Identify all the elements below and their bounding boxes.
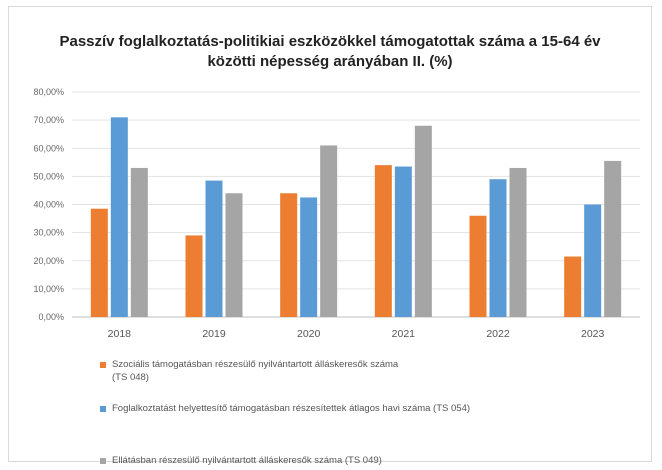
gridlines: [72, 91, 640, 318]
bar: [469, 215, 487, 317]
x-tick-label: 2020: [297, 328, 321, 340]
x-tick-label: 2019: [202, 328, 226, 340]
legend-item: Szociális támogatásban részesülő nyilván…: [100, 358, 398, 384]
legend-swatch: [100, 458, 106, 464]
bar: [564, 256, 582, 317]
y-axis-ticks: 0,00% 10,00% 20,00% 30,00% 40,00% 50,00% 60,00…: [33, 87, 64, 322]
bar: [225, 193, 243, 317]
y-tick-label: 30,00%: [33, 228, 64, 238]
bar: [110, 117, 128, 317]
y-tick-label: 10,00%: [33, 284, 64, 294]
y-tick-label: 50,00%: [33, 171, 64, 181]
y-tick-label: 0,00%: [38, 312, 64, 322]
bar: [205, 180, 223, 317]
bar: [185, 235, 203, 317]
bar: [604, 160, 622, 317]
legend-item: Foglalkoztatást helyettesítő támogatásba…: [100, 402, 470, 415]
chart-title: Passzív foglalkoztatás-politikiai eszköz…: [59, 33, 601, 70]
y-tick-label: 20,00%: [33, 256, 64, 266]
x-tick-label: 2018: [108, 328, 132, 340]
legend-item: Ellátásban részesülő nyilvántartott állá…: [100, 454, 382, 467]
legend-swatch: [100, 406, 106, 412]
bar: [489, 179, 507, 317]
legend-label: Foglalkoztatást helyettesítő támogatásba…: [112, 403, 471, 414]
bar: [130, 167, 148, 317]
legend-label: Ellátásban részesülő nyilvántartott állá…: [112, 455, 382, 466]
x-tick-label: 2023: [581, 328, 605, 340]
bars: [90, 117, 622, 317]
x-tick-label: 2022: [486, 328, 510, 340]
bar: [374, 165, 392, 317]
bar: [280, 193, 298, 317]
y-tick-label: 80,00%: [33, 87, 64, 97]
bar: [509, 167, 527, 317]
y-tick-label: 70,00%: [33, 115, 64, 125]
bar: [414, 125, 432, 317]
legend-swatch: [100, 362, 106, 368]
y-tick-label: 60,00%: [33, 143, 64, 153]
x-tick-label: 2021: [392, 328, 416, 340]
y-tick-label: 40,00%: [33, 200, 64, 210]
bar: [584, 204, 602, 317]
bar: [394, 166, 412, 317]
x-axis-ticks: 2018 2019 2020 2021 2022 2023: [108, 328, 605, 340]
bar: [300, 197, 318, 317]
bar: [320, 145, 338, 317]
legend-label: Szociális támogatásban részesülő nyilván…: [112, 359, 399, 383]
bar: [90, 208, 108, 317]
